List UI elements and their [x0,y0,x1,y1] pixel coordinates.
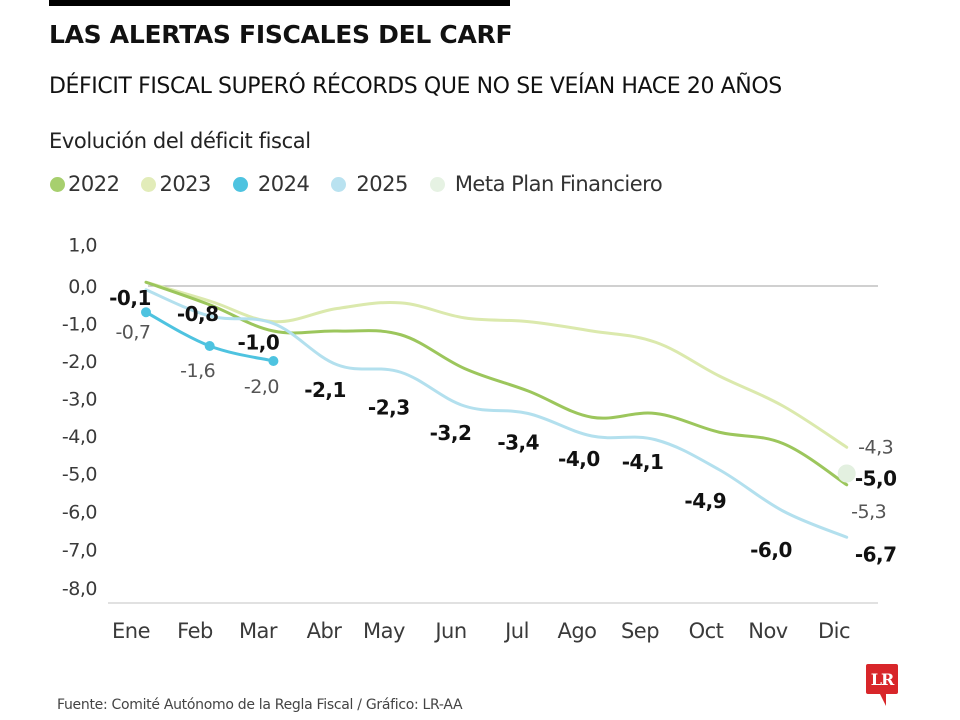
y-tick-label: 0,0 [68,276,97,298]
data-point-2024 [204,341,215,351]
data-label-2025: -4,1 [622,450,664,474]
header-rule [49,0,510,6]
chart-title: Evolución del déficit fiscal [49,129,311,153]
legend-item-2023: 2023 [141,172,211,196]
x-tick-label: Jul [503,619,529,643]
legend-item-2022: 2022 [50,172,120,196]
data-label-2025: -4,0 [558,447,600,471]
series-line-2023 [144,280,849,449]
data-label-2024: -1,6 [180,360,215,382]
x-tick-label: May [363,619,405,643]
data-label-2022: -5,3 [851,501,886,523]
x-tick-label: Dic [818,619,850,643]
data-label-2025: -3,2 [430,421,472,445]
data-label-meta-plan-financiero: -5,0 [855,467,897,491]
y-tick-label: -1,0 [62,314,97,336]
chart-data-labels: -5,3 -4,3 -0,7 -1,6 -2,0 -0,1 -0,8 -1,0 -2,1 -2,3… [109,286,897,567]
legend-label: 2022 [68,172,120,196]
legend-dot-icon [232,176,248,192]
data-point-2024 [141,307,151,318]
y-tick-label: -5,0 [62,464,97,486]
source-note: Fuente: Comité Autónomo de la Regla Fisc… [57,697,463,713]
data-label-2024: -2,0 [244,376,279,398]
legend-item-2024: 2024 [232,172,310,196]
data-label-2025: -0,8 [177,302,219,326]
x-tick-label: Abr [307,619,343,643]
y-tick-label: -2,0 [62,351,97,373]
legend-label: 2024 [257,172,310,196]
x-tick-label: Oct [689,619,724,643]
page-title: LAS ALERTAS FISCALES DEL CARF [49,20,513,49]
data-point-meta-plan-financiero [837,464,856,483]
x-tick-label: Sep [621,619,659,643]
x-tick-label: Nov [748,619,788,643]
legend-item-meta: Meta Plan Financiero [429,172,663,196]
lr-logo-tail-icon [880,694,886,706]
x-tick-label: Jun [433,619,466,643]
x-tick-label: Feb [177,619,213,643]
chart-series [141,280,856,539]
y-tick-label: -8,0 [62,578,97,600]
lr-logo: LR [866,664,898,694]
data-label-2025: -2,1 [304,378,346,402]
series-line-2022 [144,280,849,487]
x-tick-label: Mar [239,619,278,643]
data-point-2024 [268,356,279,366]
page-subtitle: DÉFICIT FISCAL SUPERÓ RÉCORDS QUE NO SE … [49,74,782,99]
x-tick-label: Ago [557,619,596,643]
x-tick-label: Ene [112,619,150,643]
data-label-2025: -6,0 [750,538,792,562]
chart-axes: 1,0 0,0 -1,0 -2,0 -3,0 -4,0 -5,0 -6,0 -7,0 -8,0 En… [62,235,878,643]
legend-dot-icon [331,176,347,192]
data-label-2024: -0,7 [115,321,150,343]
y-tick-label: 1,0 [68,235,97,257]
y-tick-label: -3,0 [62,389,97,411]
y-tick-label: -7,0 [62,540,97,562]
data-label-2025: -1,0 [238,331,280,355]
y-tick-label: -6,0 [62,502,97,524]
legend-label: Meta Plan Financiero [454,172,663,196]
legend-label: 2025 [356,172,408,196]
legend-dot-icon [50,176,65,192]
legend-dot-icon [429,176,445,192]
data-label-2025: -6,7 [855,542,897,566]
legend-item-2025: 2025 [331,172,408,196]
chart-legend: 2022 2023 2024 2025 Meta Plan Financiero [50,172,684,196]
legend-label: 2023 [159,172,211,196]
data-label-2025: -4,9 [684,489,726,513]
legend-dot-icon [141,176,157,192]
y-tick-label: -4,0 [62,426,97,448]
data-label-2023: -4,3 [858,436,893,458]
data-label-2025: -0,1 [109,286,151,310]
data-label-2025: -2,3 [368,395,410,419]
data-label-2025: -3,4 [497,431,539,455]
series-line-2025 [144,288,849,539]
